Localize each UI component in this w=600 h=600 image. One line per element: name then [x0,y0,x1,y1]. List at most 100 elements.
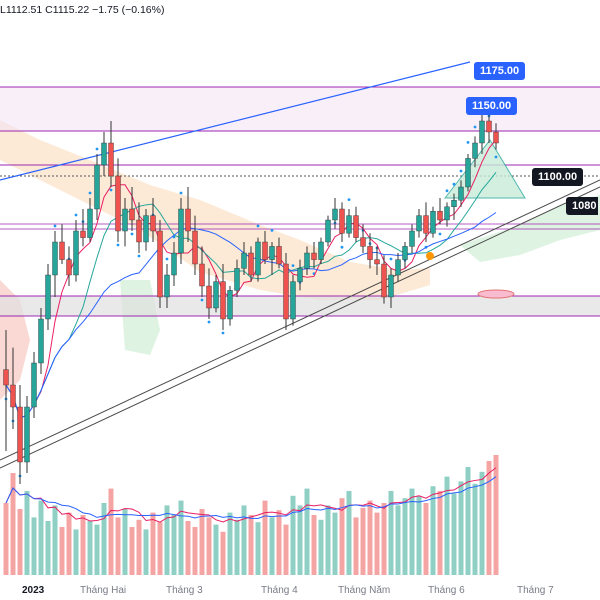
volume-bar [262,500,268,575]
candle-body [213,281,219,309]
candle-body [157,230,163,298]
volume-bar [10,473,16,575]
candle-body [87,208,93,238]
low-value: 1112.51 [5,4,43,16]
candle-body [486,120,492,133]
volume-bar [304,488,310,575]
volume-bar [409,488,415,575]
x-tick-apr: Tháng 4 [261,585,298,596]
candle-body [136,219,142,243]
sar-dot [438,232,442,236]
volume-bar [318,519,324,575]
price-tag-1100[interactable]: 1100.00 [532,168,584,186]
volume-bar [17,509,23,575]
sar-dot [445,189,449,193]
sar-dot [291,264,295,267]
candle-body [66,259,72,276]
candle-body [185,208,191,232]
candle-body [255,241,261,276]
volume-bar [325,505,331,575]
candle-body [3,369,9,386]
volume-bar [248,515,254,575]
candle-body [143,215,149,243]
candle-body [339,208,345,234]
x-tick-2023: 2023 [22,585,45,596]
sar-dot [452,182,456,186]
volume-bar [101,503,107,575]
volume-bar [479,471,485,575]
volume-bar [178,500,184,575]
candle-body [171,252,177,276]
x-tick-jul: Tháng 7 [517,585,554,596]
price-tag-1080[interactable]: 1080 [566,197,599,215]
volume-bar [255,522,261,575]
volume-bar [192,527,198,575]
candle-body [101,142,107,166]
candle-body [381,263,387,298]
candle-body [129,208,135,221]
candle-body [402,246,408,260]
candle-body [31,362,37,408]
volume-bar [150,512,156,575]
volume-bar [402,498,408,575]
volume-series [3,455,499,575]
sar-dot [221,331,225,335]
change-value: −1.75 (−0.16%) [92,4,165,16]
lower-trendline-2[interactable] [0,186,600,469]
x-tick-jun: Tháng 6 [428,585,465,596]
sar-dot [340,245,344,249]
volume-ma-line [5,467,497,523]
candle-body [304,252,310,269]
sar-dot [130,232,134,236]
volume-bar [486,461,492,575]
candle-body [311,252,317,260]
candle-body [374,259,380,265]
volume-bar [59,527,65,575]
volume-bar [52,505,58,575]
volume-bar [213,524,219,575]
candle-body [444,206,450,221]
candle-body [416,215,422,232]
candle-body [409,230,415,247]
candle-body [234,268,240,291]
candle-body [73,230,79,276]
sar-dot [200,298,204,302]
triangle-pattern[interactable] [443,139,526,199]
volume-bar [339,498,345,575]
candle-body [38,318,44,364]
close-label: C [45,4,53,16]
price-tag-1175[interactable]: 1175.00 [474,62,526,80]
candle-body [276,246,282,265]
sar-dot [494,155,498,159]
volume-bar [311,515,317,575]
volume-bar [269,517,275,575]
volume-bar [234,519,240,575]
volume-bar [423,503,429,575]
candle-body [192,230,198,265]
sar-dot [347,198,351,202]
price-tag-1150[interactable]: 1150.00 [466,97,518,115]
candle-body [297,268,303,282]
volume-bar [290,495,296,575]
upper-trendline[interactable] [0,61,471,181]
volume-bar [227,512,233,575]
volume-bar [24,491,30,575]
sar-dot [53,224,57,228]
x-tick-feb: Tháng Hai [80,585,127,596]
ma-line [5,171,497,419]
volume-bar [66,512,72,575]
candle-body [388,274,394,298]
volume-bar [45,521,51,575]
candle-body [269,246,275,260]
candle-body [437,210,443,221]
volume-moving-averages [5,467,497,523]
candle-body [479,120,485,144]
volume-bar [437,491,443,575]
volume-bar [367,500,373,575]
volume-bar [38,500,44,575]
lower-trendline-1[interactable] [0,179,600,461]
highlight-ellipse [477,289,515,299]
volume-bar [143,529,149,575]
sar-dot [466,141,470,144]
